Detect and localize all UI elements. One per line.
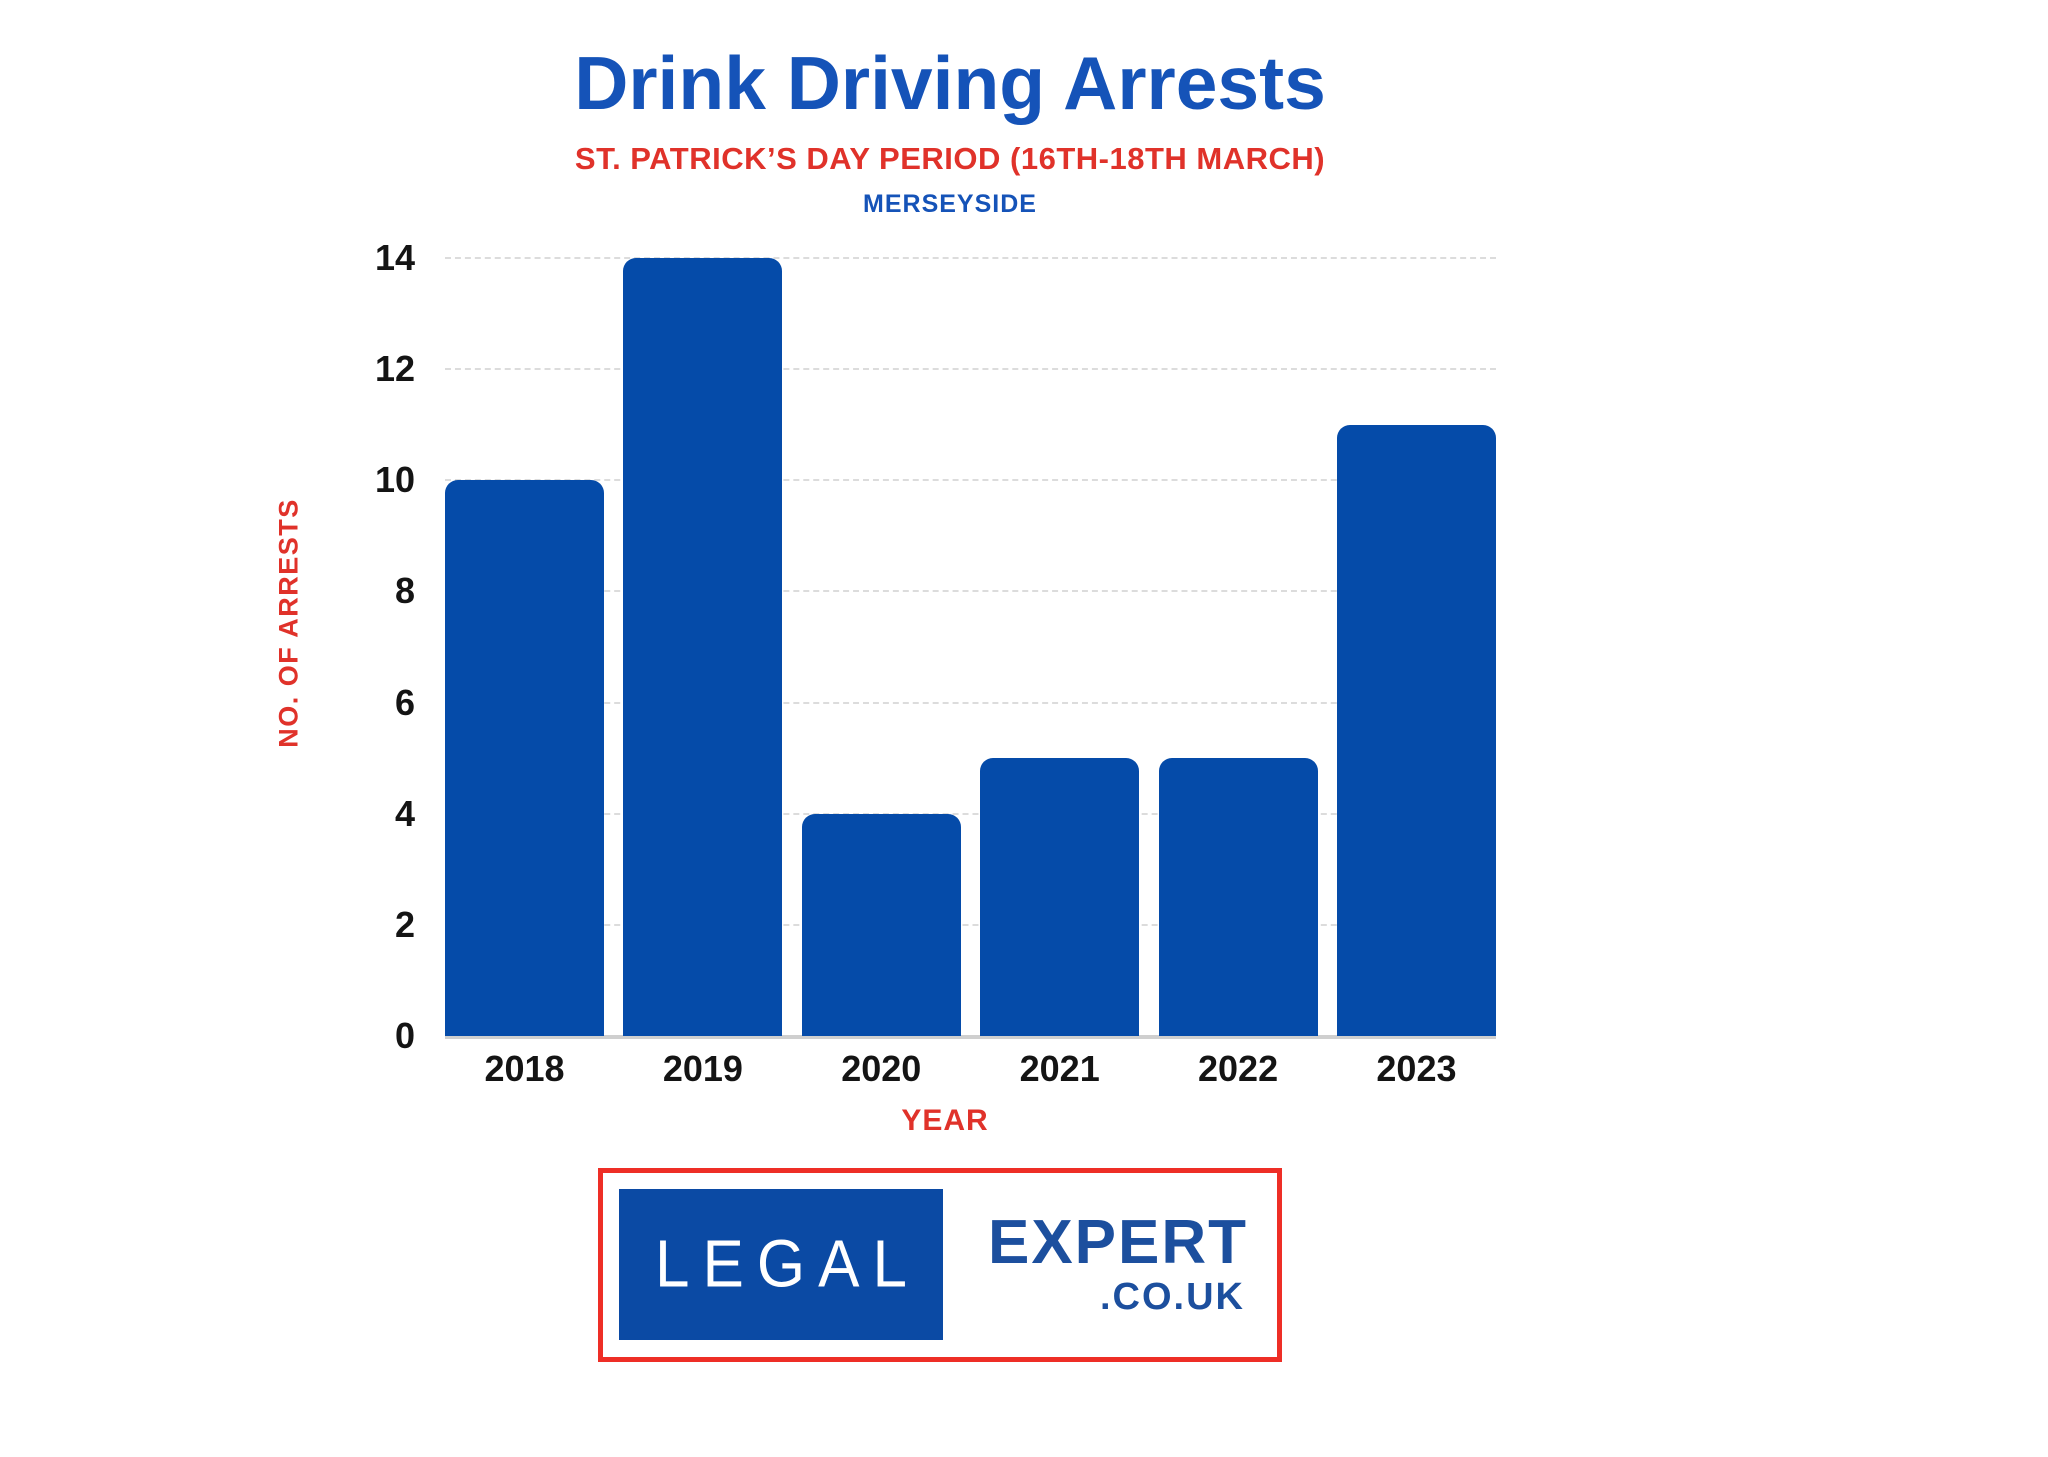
- x-tick-2018: 2018: [484, 1048, 565, 1089]
- gridline-6: [445, 701, 1496, 704]
- chart-region-label: MERSEYSIDE: [863, 190, 1037, 218]
- gridline-8: [445, 590, 1496, 593]
- gridline-12: [445, 368, 1496, 371]
- x-tick-2019: 2019: [662, 1048, 743, 1089]
- y-tick-0: 0: [394, 1015, 415, 1056]
- logo-word-legal: LEGAL: [655, 1227, 920, 1302]
- logo-word-expert: EXPERT: [987, 1207, 1249, 1277]
- logo-blue-box: LEGAL: [619, 1189, 943, 1340]
- y-axis-title: NO. OF ARRESTS: [273, 498, 304, 748]
- legal-expert-logo: LEGAL EXPERT .CO.UK: [598, 1168, 1282, 1362]
- x-tick-2021: 2021: [1019, 1048, 1100, 1089]
- bars-container: [445, 258, 1496, 1036]
- y-tick-8: 8: [394, 570, 415, 612]
- x-axis-title: YEAR: [901, 1104, 989, 1137]
- bar-2018: [445, 480, 604, 1036]
- y-tick-2: 2: [394, 903, 415, 945]
- bar-2019: [623, 258, 783, 1036]
- y-tick-14: 14: [374, 237, 415, 278]
- bar-2021: [980, 758, 1140, 1036]
- bar-2022: [1158, 758, 1318, 1036]
- y-tick-4: 4: [394, 792, 415, 834]
- x-axis-baseline: [445, 1035, 1496, 1039]
- gridline-14: [445, 257, 1496, 259]
- logo-right-block: EXPERT .CO.UK: [963, 1189, 1273, 1340]
- x-tick-2020: 2020: [841, 1048, 922, 1089]
- gridline-10: [445, 479, 1496, 482]
- chart-subtitle: ST. PATRICK’S DAY PERIOD (16TH-18TH MARC…: [574, 141, 1326, 176]
- y-tick-12: 12: [374, 348, 415, 390]
- x-tick-labels: 2018 2019 2020 2021 2022 2023: [445, 1048, 1496, 1090]
- chart-title: Drink Driving Arrests: [574, 41, 1326, 125]
- gridline-2: [445, 923, 1496, 926]
- bar-2023: [1336, 424, 1496, 1036]
- y-tick-6: 6: [394, 681, 415, 723]
- bar-2020: [801, 813, 961, 1036]
- y-tick-10: 10: [374, 459, 415, 501]
- x-tick-2023: 2023: [1376, 1048, 1457, 1089]
- logo-domain: .CO.UK: [1100, 1275, 1245, 1318]
- x-tick-2022: 2022: [1198, 1048, 1279, 1089]
- gridline-4: [445, 812, 1496, 815]
